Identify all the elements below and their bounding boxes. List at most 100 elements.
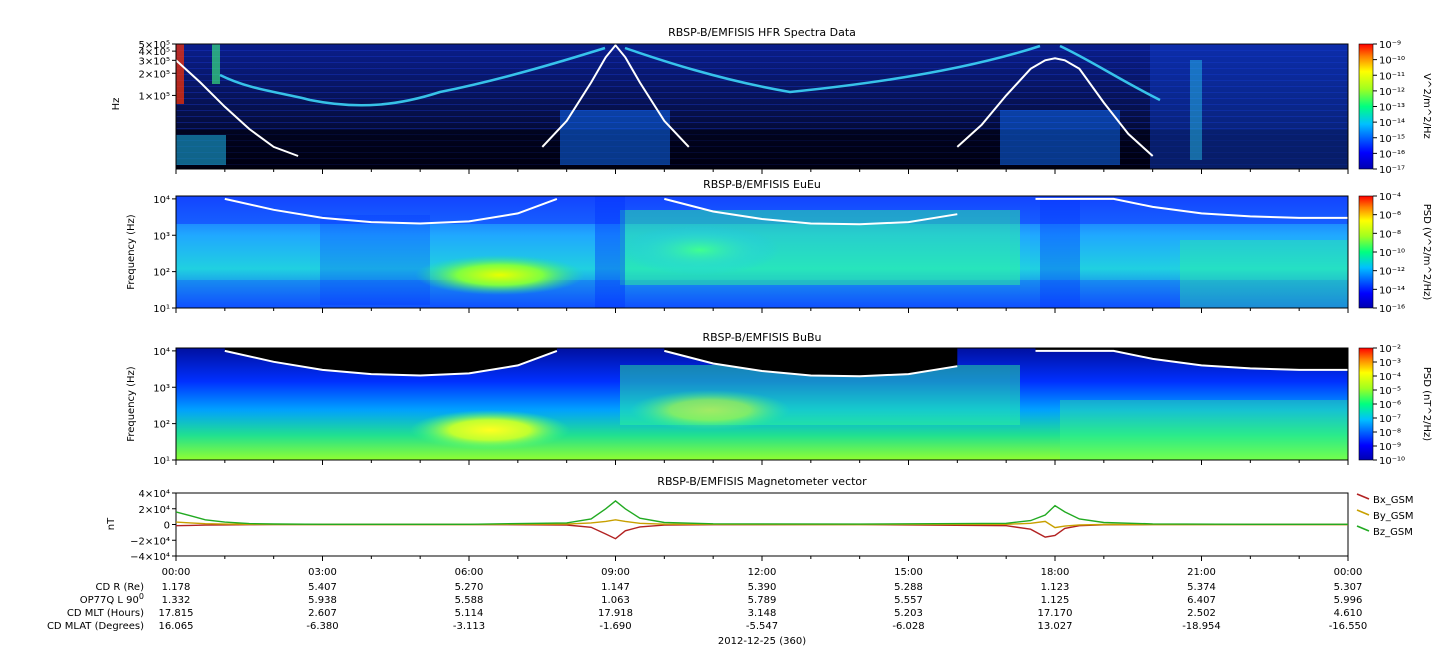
ephemeris-value: -16.550 xyxy=(1329,621,1368,632)
x-tick-label: 03:00 xyxy=(308,567,337,578)
x-tick-label: 15:00 xyxy=(894,567,923,578)
bubu-colorbar-label: PSD (nT^2/Hz) xyxy=(1421,367,1432,441)
colorbar-tick-label: 10⁻² xyxy=(1379,344,1401,355)
y-tick-label: 4×10⁴ xyxy=(139,489,170,500)
y-tick-label: 10⁴ xyxy=(153,347,170,358)
ephemeris-value: 5.114 xyxy=(455,608,484,619)
hfr-panel: RBSP-B/EMFISIS HFR Spectra Data 5×10⁵4×1… xyxy=(111,26,1432,176)
legend-label: Bx_GSM xyxy=(1373,495,1414,506)
ephemeris-value: 1.332 xyxy=(162,595,191,606)
eueu-y-label: Frequency (Hz) xyxy=(126,214,137,290)
legend-swatch xyxy=(1356,509,1370,516)
ephemeris-value: 5.390 xyxy=(748,582,777,593)
ephemeris-value: 5.203 xyxy=(894,608,923,619)
ephemeris-value: 5.996 xyxy=(1334,595,1363,606)
ephemeris-value: 4.610 xyxy=(1334,608,1363,619)
colorbar-tick-label: 10⁻¹⁷ xyxy=(1379,165,1405,176)
y-tick-label: 10² xyxy=(153,268,170,279)
colorbar-tick-label: 10⁻⁷ xyxy=(1379,414,1401,425)
ephemeris-value: -1.690 xyxy=(599,621,631,632)
date-label: 2012-12-25 (360) xyxy=(718,636,806,647)
hfr-emission-band xyxy=(219,44,1161,107)
bubu-y-ticks: 10⁴ 10³ 10² 10¹ xyxy=(153,347,176,467)
colorbar-tick-label: 10⁻⁹ xyxy=(1379,442,1401,453)
ephemeris-value: 5.557 xyxy=(894,595,923,606)
y-tick-label: 1×10⁵ xyxy=(139,91,170,102)
x-tick-label: 06:00 xyxy=(455,567,484,578)
eueu-colorbar xyxy=(1358,195,1374,309)
series-line-bz_gsm xyxy=(175,500,1348,525)
colorbar-tick-label: 10⁻⁸ xyxy=(1379,229,1401,240)
hfr-plasma-frequency-line xyxy=(175,43,1154,157)
ephemeris-value: 1.123 xyxy=(1041,582,1070,593)
x-tick-label: 00:00 xyxy=(1334,567,1363,578)
magnetometer-panel: RBSP-B/EMFISIS Magnetometer vector 4×10⁴… xyxy=(106,475,1414,563)
magnetometer-y-ticks: 4×10⁴ 2×10⁴ 0 −2×10⁴ −4×10⁴ xyxy=(130,489,176,563)
x-tick-label: 12:00 xyxy=(748,567,777,578)
y-tick-label: 10¹ xyxy=(153,456,170,467)
hfr-colorbar-ticks: 10⁻⁹ 10⁻¹⁰ 10⁻¹¹ 10⁻¹² 10⁻¹³ 10⁻¹⁴ 10⁻¹⁵ 10⁻¹⁶ 1… xyxy=(1373,40,1405,176)
y-tick-label: 4×10⁵ xyxy=(139,47,170,58)
time-axis: 00:00 03:00 06:00 09:00 12:00 15:00 18:00 21:00… xyxy=(162,169,1363,578)
ephemeris-row-label: CD MLT (Hours) xyxy=(67,608,144,619)
hfr-colorbar-label: V^2/m^2/Hz xyxy=(1421,73,1432,139)
bubu-colorbar xyxy=(1358,347,1374,461)
ephemeris-value: 1.178 xyxy=(162,582,191,593)
ephemeris-row-label: CD MLAT (Degrees) xyxy=(47,621,144,632)
ephemeris-value: 3.148 xyxy=(748,608,777,619)
ephemeris-value: -5.547 xyxy=(746,621,778,632)
ephemeris-value: 5.588 xyxy=(455,595,484,606)
ephemeris-value: -18.954 xyxy=(1182,621,1221,632)
y-tick-label: 5×10⁵ xyxy=(139,40,170,51)
magnetometer-y-label: nT xyxy=(106,517,117,530)
colorbar-tick-label: 10⁻¹² xyxy=(1379,267,1405,278)
ephemeris-value: -6.380 xyxy=(306,621,338,632)
colorbar-tick-label: 10⁻¹¹ xyxy=(1379,71,1405,82)
colorbar-tick-label: 10⁻¹⁵ xyxy=(1379,134,1405,145)
y-tick-label: 10² xyxy=(153,420,170,431)
bubu-y-label: Frequency (Hz) xyxy=(126,366,137,442)
ephemeris-value: 5.407 xyxy=(308,582,337,593)
ephemeris-value: 5.307 xyxy=(1334,582,1363,593)
ephemeris-value: 2.502 xyxy=(1187,608,1216,619)
bubu-colorbar-ticks: 10⁻² 10⁻³ 10⁻⁴ 10⁻⁵ 10⁻⁶ 10⁻⁷ 10⁻⁸ 10⁻⁹ 10⁻¹⁰ xyxy=(1373,344,1405,467)
eueu-y-ticks: 10⁴ 10³ 10² 10¹ xyxy=(153,195,176,315)
eueu-spectrogram xyxy=(176,196,1348,308)
colorbar-tick-label: 10⁻⁶ xyxy=(1379,400,1401,411)
colorbar-tick-label: 10⁻¹² xyxy=(1379,87,1405,98)
y-tick-label: 10³ xyxy=(153,383,170,394)
bubu-title: RBSP-B/EMFISIS BuBu xyxy=(703,331,822,344)
legend-label: Bz_GSM xyxy=(1373,527,1413,538)
eueu-cyclotron-frequency-line xyxy=(224,197,1348,226)
colorbar-tick-label: 10⁻⁹ xyxy=(1379,40,1401,51)
ephemeris-value: 13.027 xyxy=(1038,621,1073,632)
ephemeris-value: 17.815 xyxy=(159,608,194,619)
eueu-panel: RBSP-B/EMFISIS EuEu 10⁴ 10³ 10² 10¹ Frequen… xyxy=(126,178,1432,315)
colorbar-tick-label: 10⁻¹⁰ xyxy=(1379,56,1405,67)
colorbar-tick-label: 10⁻¹⁴ xyxy=(1379,285,1405,296)
eueu-colorbar-ticks: 10⁻⁴ 10⁻⁶ 10⁻⁸ 10⁻¹⁰ 10⁻¹² 10⁻¹⁴ 10⁻¹⁶ xyxy=(1373,192,1405,315)
ephemeris-value: 5.789 xyxy=(748,595,777,606)
y-tick-label: 3×10⁵ xyxy=(139,56,170,67)
colorbar-tick-label: 10⁻³ xyxy=(1379,358,1401,369)
eueu-colorbar-label: PSD (V^2/m^2/Hz) xyxy=(1421,204,1432,301)
hfr-colorbar xyxy=(1358,43,1374,170)
colorbar-tick-label: 10⁻¹⁴ xyxy=(1379,118,1405,129)
ephemeris-value: 5.938 xyxy=(308,595,337,606)
eueu-title: RBSP-B/EMFISIS EuEu xyxy=(703,178,821,191)
x-tick-label: 18:00 xyxy=(1041,567,1070,578)
bubu-cyclotron-frequency-line xyxy=(224,349,1348,378)
hfr-title: RBSP-B/EMFISIS HFR Spectra Data xyxy=(668,26,856,39)
colorbar-tick-label: 10⁻⁶ xyxy=(1379,211,1401,222)
ephemeris-value: 6.407 xyxy=(1187,595,1216,606)
ephemeris-row-label: CD R (Re) xyxy=(96,582,145,593)
x-tick-label: 00:00 xyxy=(162,567,191,578)
ephemeris-value: 5.374 xyxy=(1187,582,1216,593)
colorbar-tick-label: 10⁻¹⁶ xyxy=(1379,149,1405,160)
colorbar-tick-label: 10⁻⁸ xyxy=(1379,428,1401,439)
bubu-panel: RBSP-B/EMFISIS BuBu 10⁴ 10³ 10² 10¹ Frequen… xyxy=(126,331,1432,467)
y-tick-label: 10¹ xyxy=(153,304,170,315)
ephemeris-value: 1.147 xyxy=(601,582,630,593)
